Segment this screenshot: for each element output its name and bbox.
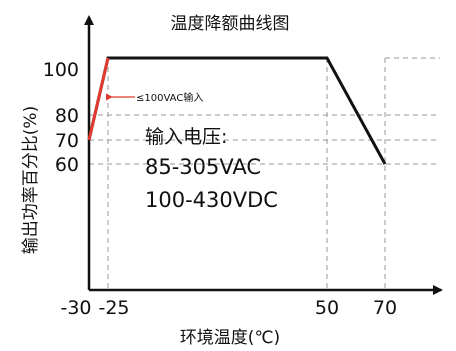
x-tick-label-50: 50: [315, 297, 339, 319]
input-range-ac: 85-305VAC: [145, 155, 261, 179]
series-group: [87, 56, 387, 165]
chart-title: 温度降额曲线图: [171, 14, 290, 34]
x-tick-label-neg30: -30: [60, 297, 91, 319]
y-tick-label-80: 80: [55, 105, 79, 127]
x-tick-label-neg25: -25: [98, 297, 129, 319]
input-range-dc: 100-430VDC: [145, 188, 278, 212]
x-tick-label-70: 70: [373, 297, 397, 319]
derating-curve: [87, 56, 387, 165]
low-voltage-note: ≤100VAC输入: [136, 91, 203, 104]
y-tick-label-60: 60: [55, 154, 79, 176]
input-voltage-label: 输入电压:: [145, 126, 227, 148]
y-tick-label-70: 70: [55, 130, 79, 152]
x-axis-label: 环境温度(℃): [180, 328, 280, 348]
low-voltage-segment: [87, 57, 110, 141]
y-tick-label-100: 100: [43, 59, 79, 81]
y-axis-label: 输出功率百分比(%): [21, 106, 41, 254]
